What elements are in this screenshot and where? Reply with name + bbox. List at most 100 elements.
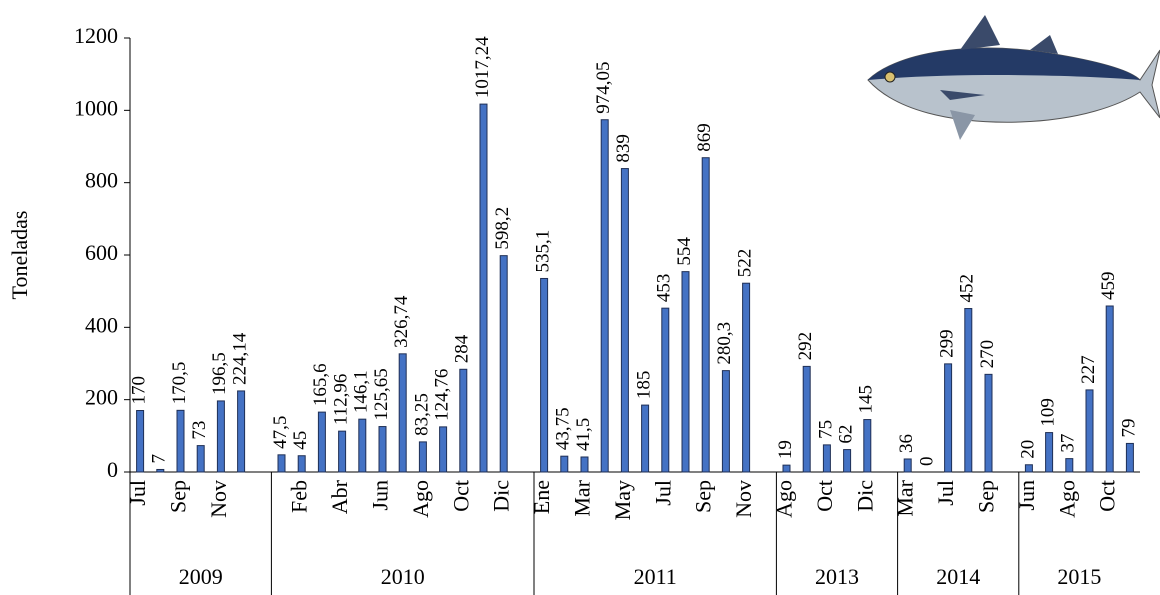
bar	[1065, 458, 1074, 473]
bar	[782, 464, 791, 473]
bar	[176, 409, 185, 473]
bar	[984, 373, 993, 473]
x-tick-label: Sep	[691, 480, 716, 513]
x-tick-label: Sep	[974, 480, 999, 513]
value-label: 0	[916, 457, 937, 467]
x-tick-label: May	[610, 480, 635, 520]
bar	[903, 458, 912, 473]
bar	[297, 455, 306, 473]
y-tick-label: 0	[107, 457, 118, 482]
x-tick-label: Jul	[125, 480, 150, 506]
group-label: 2014	[936, 564, 980, 589]
value-label: 41,5	[573, 418, 594, 451]
group-label: 2015	[1057, 564, 1101, 589]
value-label: 224,14	[229, 332, 250, 385]
value-label: 270	[977, 340, 998, 369]
bar	[964, 308, 973, 473]
bar	[418, 441, 427, 473]
value-label: 146,1	[351, 370, 372, 413]
value-label: 284	[452, 334, 473, 363]
x-tick-label: Abr	[327, 479, 352, 514]
value-label: 109	[1037, 398, 1058, 427]
x-tick-label: Mar	[570, 479, 595, 516]
x-tick-label: Oct	[1095, 480, 1120, 512]
value-label: 452	[957, 274, 978, 303]
x-tick-label: Dic	[489, 480, 514, 512]
x-tick-label: Ago	[408, 480, 433, 518]
x-tick-label: Dic	[852, 480, 877, 512]
x-tick-label: Nov	[731, 480, 756, 518]
value-label: 453	[654, 274, 675, 303]
bar	[479, 103, 488, 473]
value-label: 79	[1118, 418, 1139, 437]
bar	[1024, 464, 1033, 473]
value-label: 62	[835, 425, 856, 444]
value-label: 292	[795, 332, 816, 361]
bar	[1085, 389, 1094, 473]
bar	[863, 419, 872, 473]
bar	[560, 455, 569, 473]
y-axis-title: Toneladas	[7, 211, 32, 300]
y-tick-label: 800	[85, 168, 118, 193]
value-label: 20	[1017, 440, 1038, 459]
value-label: 869	[694, 123, 715, 152]
group-label: 2011	[634, 564, 677, 589]
bar	[822, 444, 831, 473]
y-tick-label: 1200	[74, 23, 118, 48]
bar	[641, 404, 650, 473]
value-label: 839	[613, 134, 634, 163]
x-tick-label: Ago	[1054, 480, 1079, 518]
bar	[742, 282, 751, 473]
x-tick-label: Ene	[529, 480, 554, 514]
bar	[439, 426, 448, 473]
bar	[721, 370, 730, 473]
value-label: 75	[815, 420, 836, 439]
value-label: 185	[633, 371, 654, 400]
bar	[681, 271, 690, 473]
x-tick-label: Jul	[650, 480, 675, 506]
value-label: 165,6	[310, 363, 331, 406]
value-label: 125,65	[371, 368, 392, 420]
value-label: 43,75	[553, 407, 574, 450]
value-label: 37	[1058, 434, 1079, 453]
bar	[216, 400, 225, 473]
x-tick-label: Jun	[368, 480, 393, 511]
value-label: 112,96	[330, 374, 351, 426]
bar	[156, 468, 165, 473]
x-tick-label: Nov	[206, 480, 231, 518]
x-tick-label: Oct	[812, 480, 837, 512]
value-label: 1017,24	[472, 36, 493, 98]
bar	[277, 454, 286, 473]
value-label: 280,3	[714, 322, 735, 365]
bar	[540, 277, 549, 473]
bar	[358, 418, 367, 473]
group-label: 2013	[815, 564, 859, 589]
value-label: 145	[856, 385, 877, 414]
value-label: 227	[1078, 355, 1099, 384]
group-label: 2009	[179, 564, 223, 589]
value-label: 47,5	[270, 416, 291, 449]
bar	[600, 119, 609, 473]
value-label: 124,76	[431, 369, 452, 421]
value-label: 83,25	[411, 393, 432, 436]
y-tick-label: 200	[85, 385, 118, 410]
group-label: 2010	[381, 564, 425, 589]
x-tick-label: Feb	[287, 480, 312, 513]
value-label: 170,5	[169, 362, 190, 405]
bar	[196, 445, 205, 473]
value-label: 73	[189, 421, 210, 440]
value-label: 36	[896, 434, 917, 453]
x-tick-label: Sep	[166, 480, 191, 513]
bar	[1105, 305, 1114, 473]
bar	[701, 157, 710, 473]
x-tick-label: Jul	[933, 480, 958, 506]
value-label: 522	[734, 249, 755, 278]
x-tick-label: Mar	[893, 479, 918, 516]
value-label: 19	[775, 440, 796, 459]
x-tick-label: Oct	[448, 480, 473, 512]
bar	[398, 353, 407, 473]
bar	[802, 365, 811, 473]
bar	[499, 255, 508, 473]
value-label: 196,5	[209, 352, 230, 395]
